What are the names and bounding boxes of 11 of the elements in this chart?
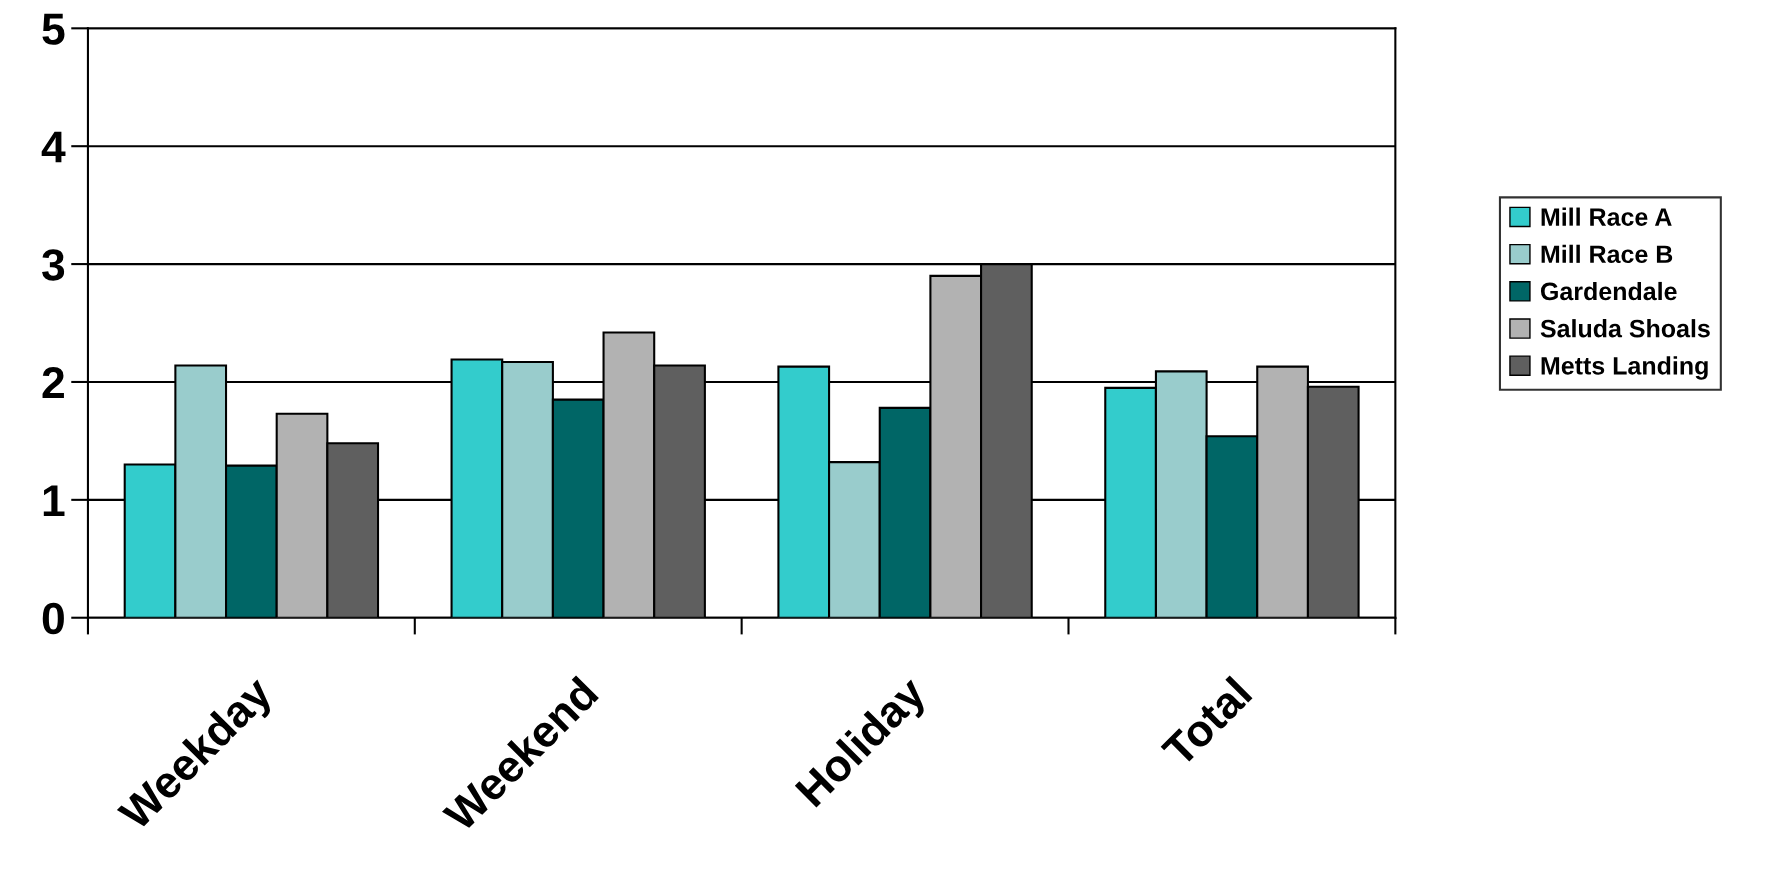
legend-label: Metts Landing xyxy=(1541,356,1708,380)
y-tick-label: 1 xyxy=(43,485,65,516)
y-tick-label: 0 xyxy=(42,602,64,635)
y-tick-label: 3 xyxy=(42,249,65,281)
legend-label: Saluda Shoals xyxy=(1540,319,1710,338)
legend-label: Gardendale xyxy=(1540,281,1677,301)
y-tick-label: 4 xyxy=(41,131,66,163)
y-tick-label: 5 xyxy=(42,13,65,45)
y-tick-label: 2 xyxy=(42,367,64,399)
legend-label: Mill Race B xyxy=(1541,244,1673,264)
legend-label: Mill Race A xyxy=(1541,207,1672,226)
